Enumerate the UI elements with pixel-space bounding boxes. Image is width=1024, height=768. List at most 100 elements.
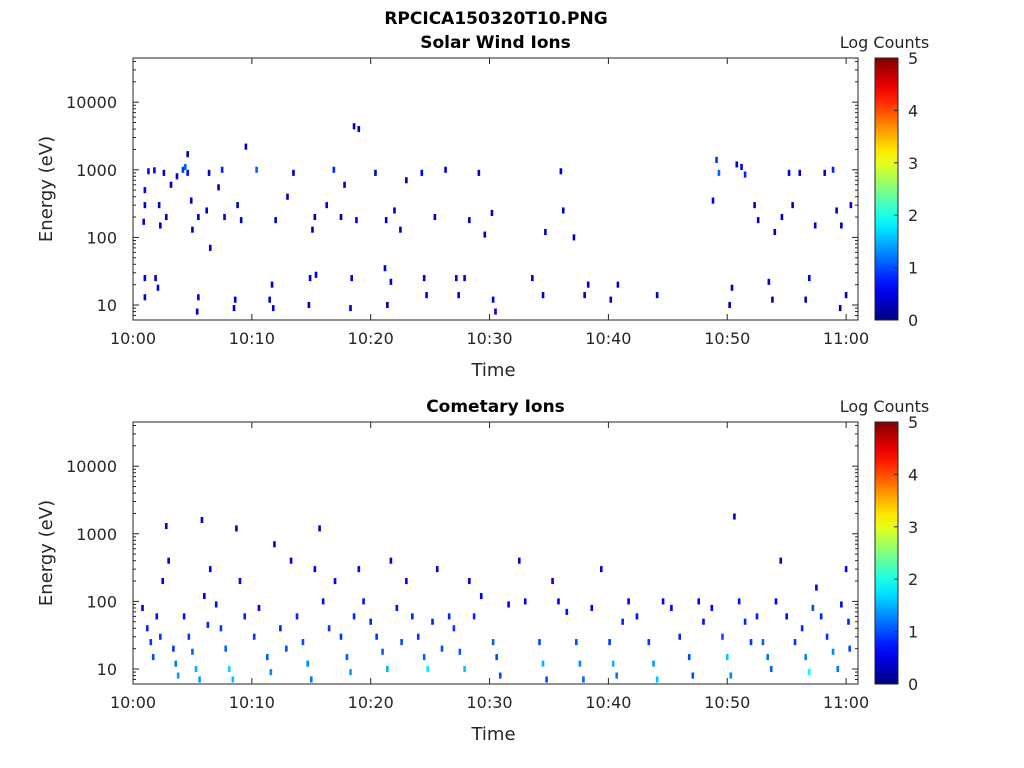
- panel1-colorbar-tick-label: 0: [908, 311, 918, 330]
- panel1-data-cell: [286, 193, 289, 200]
- panel1-data-cell: [544, 228, 547, 236]
- panel1-data-cell: [189, 197, 193, 204]
- panel2-data-cell: [447, 613, 451, 620]
- panel2-data-cell: [811, 604, 815, 611]
- panel1-data-cell: [405, 177, 408, 184]
- panel1-data-cell: [386, 301, 389, 309]
- panel2-x-tick-label: 10:00: [110, 693, 156, 712]
- panel2-data-cell: [647, 639, 651, 646]
- panel1-data-cell: [197, 213, 200, 221]
- panel1-data-cell: [255, 166, 258, 173]
- panel2-data-cell: [159, 633, 162, 640]
- panel2-data-cell: [463, 665, 466, 673]
- panel1-data-cell: [143, 202, 147, 209]
- panel1-x-axis-label: Time: [470, 360, 515, 381]
- panel2-data-cell: [565, 608, 569, 615]
- panel1-data-cell: [791, 202, 794, 209]
- panel2-data-cell: [774, 598, 778, 605]
- panel2-axes-frame: [132, 421, 859, 685]
- panel1-data-cell: [559, 168, 563, 175]
- panel1-data-cell: [374, 169, 377, 176]
- panel1-data-cell: [147, 168, 150, 175]
- panel2-data-cell: [349, 669, 352, 676]
- panel2-colorbar-tick-label: 4: [908, 465, 918, 484]
- panel2-data-cell: [410, 613, 414, 620]
- panel2-data-cell: [472, 613, 476, 620]
- panel2-data-cell: [273, 541, 276, 548]
- panel2-colorbar: [874, 421, 899, 685]
- panel2-data-cell: [523, 598, 527, 605]
- panel1-data-cell: [339, 213, 343, 221]
- panel1-data-cell: [268, 296, 271, 303]
- panel2-data-cell: [652, 660, 655, 667]
- panel2-data-cell: [301, 639, 305, 646]
- panel2-data-cell: [227, 665, 231, 673]
- panel2-data-cell: [755, 613, 759, 620]
- panel1-data-cell: [730, 284, 734, 291]
- panel1-data-cell: [311, 226, 314, 233]
- panel1-y-tick-label: 1000: [76, 161, 117, 180]
- panel1-data-cell: [463, 275, 466, 282]
- panel1-data-cell: [490, 209, 494, 216]
- panel2-data-cell: [578, 660, 582, 667]
- panel1-data-cell: [191, 226, 194, 233]
- panel1-data-cell: [771, 296, 774, 303]
- panel2-data-cell: [164, 523, 168, 530]
- panel2-colorbar-label: Log Counts: [840, 397, 930, 416]
- panel1-x-tick-label: 11:00: [823, 329, 869, 348]
- panel1-data-cell: [840, 222, 843, 229]
- panel2-data-cell: [422, 654, 426, 661]
- panel2-data-cell: [491, 639, 495, 646]
- panel1-data-cell: [162, 169, 166, 176]
- panel1-data-cell: [717, 169, 721, 176]
- panel1-x-tick-label: 10:50: [704, 329, 750, 348]
- panel1-data-cell: [389, 278, 393, 285]
- panel2-data-cell: [151, 654, 155, 661]
- panel2-data-cell: [161, 577, 165, 585]
- panel2-data-cell: [847, 618, 850, 625]
- panel2-data-cell: [507, 601, 510, 608]
- panel2-data-cell: [729, 672, 733, 679]
- panel2-data-cell: [252, 633, 256, 640]
- panel1-y-tick-label: 10000: [66, 93, 117, 112]
- panel1-colorbar-tick-label: 3: [908, 154, 918, 173]
- panel1-data-cell: [332, 166, 336, 173]
- panel2-data-cell: [243, 613, 247, 620]
- panel1-x-tick-label: 10:00: [110, 329, 156, 348]
- panel2-data-cell: [737, 598, 741, 605]
- panel1-data-cell: [393, 207, 396, 214]
- panel2-data-cell: [615, 672, 619, 679]
- panel2-data-cell: [265, 654, 269, 661]
- panel2-data-cell: [187, 633, 191, 640]
- panel2-data-cell: [174, 660, 178, 667]
- panel1-y-axis-label: Energy (eV): [36, 136, 57, 242]
- panel1-data-cell: [142, 218, 146, 225]
- panel1-data-cell: [314, 271, 318, 278]
- panel2-data-cell: [495, 654, 498, 661]
- panel1-data-cell: [357, 126, 361, 133]
- panel2-y-tick-label: 1000: [76, 525, 117, 544]
- figure-title: RPCICA150320T10.PNG: [384, 9, 607, 29]
- panel2-data-cell: [381, 648, 384, 655]
- panel2-data-cell: [627, 598, 630, 605]
- panel2-data-cell: [306, 660, 310, 667]
- panel2-data-cell: [766, 654, 769, 661]
- panel2-data-cell: [779, 557, 783, 564]
- panel1-data-cell: [798, 169, 802, 176]
- panel2-x-axis-label: Time: [470, 724, 515, 745]
- panel2-y-tick-label: 10: [97, 660, 117, 679]
- panel1-group: Solar Wind Ions 10:00 10:10 10:20 10:30 10:40…: [36, 33, 929, 381]
- panel1-data-cell: [433, 213, 437, 221]
- panel2-data-cell: [362, 598, 365, 605]
- panel2-data-cell: [498, 672, 502, 679]
- panel1-colorbar-label: Log Counts: [840, 33, 930, 52]
- panel1-data-cell: [175, 173, 179, 180]
- panel2-data-cell: [206, 621, 210, 628]
- panel2-data-cell: [400, 639, 403, 646]
- panel2-data-cell: [231, 676, 235, 683]
- panel2-data-cell: [687, 654, 691, 661]
- panel2-data-cell: [590, 604, 594, 611]
- panel1-data-cell: [780, 213, 784, 221]
- panel2-data-cell: [172, 645, 175, 652]
- panel1-data-cell: [773, 228, 777, 236]
